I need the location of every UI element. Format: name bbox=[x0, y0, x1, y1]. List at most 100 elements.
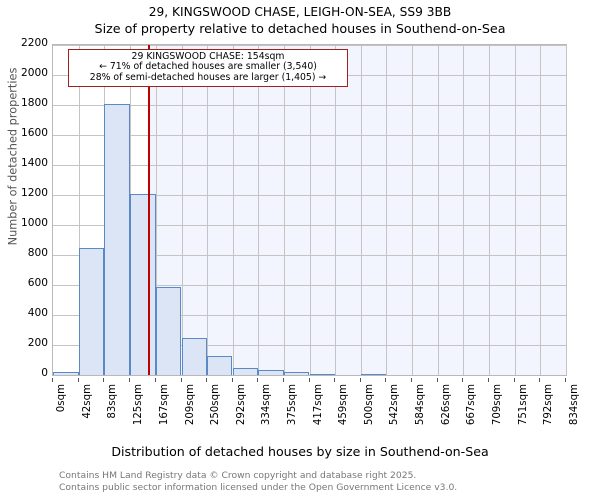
gridline-v bbox=[181, 45, 183, 375]
histogram-bar bbox=[258, 370, 285, 375]
x-tick-mark bbox=[180, 378, 182, 382]
property-size-marker-line bbox=[147, 45, 150, 375]
shaded-larger-region bbox=[147, 45, 566, 375]
x-tick-label: 626sqm bbox=[441, 384, 453, 426]
y-tick-label: 2000 bbox=[21, 67, 48, 79]
y-tick-label: 1400 bbox=[21, 157, 48, 169]
footer-line-1: Contains HM Land Registry data © Crown c… bbox=[59, 470, 417, 481]
x-tick-mark bbox=[411, 378, 413, 382]
page-subtitle: Size of property relative to detached ho… bbox=[94, 21, 506, 36]
page-title: 29, KINGSWOOD CHASE, LEIGH-ON-SEA, SS9 3… bbox=[148, 5, 452, 19]
x-tick-mark bbox=[77, 378, 79, 382]
histogram-bar bbox=[104, 103, 130, 375]
y-tick-label: 2200 bbox=[21, 37, 48, 49]
gridline-v bbox=[360, 45, 362, 375]
x-tick-mark bbox=[52, 378, 53, 382]
gridline-v bbox=[283, 45, 285, 375]
x-tick-mark bbox=[154, 378, 156, 382]
gridline-v bbox=[335, 45, 337, 375]
gridline-v bbox=[566, 45, 567, 375]
x-tick-label: 542sqm bbox=[389, 384, 401, 426]
histogram-bar bbox=[129, 194, 156, 375]
annotation-box: 29 KINGSWOOD CHASE: 154sqm ← 71% of deta… bbox=[68, 49, 348, 88]
x-tick-label: 751sqm bbox=[517, 384, 529, 426]
y-tick-label: 0 bbox=[41, 367, 48, 379]
annotation-line-1: 29 KINGSWOOD CHASE: 154sqm bbox=[131, 51, 285, 62]
x-tick-mark bbox=[205, 378, 207, 382]
x-tick-mark bbox=[334, 378, 336, 382]
gridline-v bbox=[78, 45, 80, 375]
x-tick-mark bbox=[359, 378, 361, 382]
plot-area bbox=[52, 44, 567, 376]
x-tick-mark bbox=[462, 378, 464, 382]
y-tick-label: 800 bbox=[27, 247, 48, 259]
gridline-v bbox=[514, 45, 516, 375]
x-tick-label: 417sqm bbox=[312, 384, 324, 426]
gridline-v bbox=[309, 45, 311, 375]
y-tick-label: 600 bbox=[27, 277, 48, 289]
x-tick-mark bbox=[103, 378, 105, 382]
x-tick-mark bbox=[437, 378, 439, 382]
x-tick-label: 83sqm bbox=[107, 384, 119, 419]
y-tick-label: 1000 bbox=[21, 217, 48, 229]
gridline-v bbox=[386, 45, 388, 375]
x-tick-mark bbox=[488, 378, 490, 382]
y-tick-label: 200 bbox=[27, 337, 48, 349]
gridline-v bbox=[232, 45, 234, 375]
histogram-bar bbox=[232, 367, 259, 375]
x-tick-mark bbox=[308, 378, 310, 382]
histogram-bar bbox=[360, 373, 387, 375]
gridline-v bbox=[489, 45, 491, 375]
x-tick-label: 42sqm bbox=[81, 384, 93, 419]
x-axis-ticks: 0sqm 42sqm 83sqm 125sqm 167sqm 209sqm 250sqm 29… bbox=[52, 378, 580, 438]
x-tick-label: 375sqm bbox=[286, 384, 298, 426]
x-tick-label: 500sqm bbox=[363, 384, 375, 426]
x-tick-label: 584sqm bbox=[415, 384, 427, 426]
x-tick-label: 167sqm bbox=[158, 384, 170, 426]
x-tick-label: 459sqm bbox=[338, 384, 350, 426]
annotation-line-3: 28% of semi-detached houses are larger (… bbox=[89, 71, 327, 83]
gridline-v bbox=[412, 45, 414, 375]
x-tick-mark bbox=[257, 378, 259, 382]
x-tick-mark bbox=[385, 378, 387, 382]
histogram-bar bbox=[206, 356, 233, 375]
gridline-v bbox=[258, 45, 260, 375]
x-axis-label: Distribution of detached houses by size … bbox=[111, 444, 489, 459]
annotation-line-2: ← 71% of detached houses are smaller (3,… bbox=[99, 61, 317, 73]
histogram-bar bbox=[181, 337, 208, 375]
y-axis-label: Number of detached properties bbox=[6, 67, 20, 246]
x-tick-label: 250sqm bbox=[209, 384, 221, 426]
gridline-v bbox=[206, 45, 208, 375]
histogram-bar bbox=[53, 372, 79, 375]
x-tick-label: 0sqm bbox=[56, 384, 67, 413]
gridline-v bbox=[463, 45, 465, 375]
x-tick-label: 125sqm bbox=[132, 384, 144, 426]
y-tick-label: 1600 bbox=[21, 127, 48, 139]
histogram-bar bbox=[78, 248, 105, 375]
y-tick-label: 1800 bbox=[21, 97, 48, 109]
x-tick-label: 292sqm bbox=[235, 384, 247, 426]
y-tick-label: 400 bbox=[27, 307, 48, 319]
histogram-bar bbox=[309, 373, 336, 375]
x-tick-mark bbox=[231, 378, 233, 382]
histogram-bar bbox=[283, 372, 310, 375]
x-tick-mark bbox=[513, 378, 515, 382]
y-axis-ticks: 0 200 400 600 800 1000 1200 1400 1600 1800 2000 220… bbox=[0, 37, 48, 379]
x-tick-mark bbox=[282, 378, 284, 382]
gridline-v bbox=[155, 45, 157, 375]
footer-line-2: Contains public sector information licen… bbox=[59, 481, 458, 493]
x-tick-label: 334sqm bbox=[261, 384, 273, 426]
x-tick-label: 667sqm bbox=[466, 384, 478, 426]
gridline-v bbox=[540, 45, 542, 375]
x-tick-label: 834sqm bbox=[569, 384, 580, 426]
gridline-v bbox=[438, 45, 440, 375]
x-tick-label: 209sqm bbox=[184, 384, 196, 426]
x-tick-mark bbox=[539, 378, 541, 382]
footer-attribution: Contains HM Land Registry data © Crown c… bbox=[59, 470, 457, 494]
y-tick-label: 1200 bbox=[21, 187, 48, 199]
x-tick-mark bbox=[128, 378, 130, 382]
x-tick-label: 709sqm bbox=[492, 384, 504, 426]
x-tick-mark bbox=[565, 378, 566, 382]
histogram-bar bbox=[155, 286, 182, 375]
